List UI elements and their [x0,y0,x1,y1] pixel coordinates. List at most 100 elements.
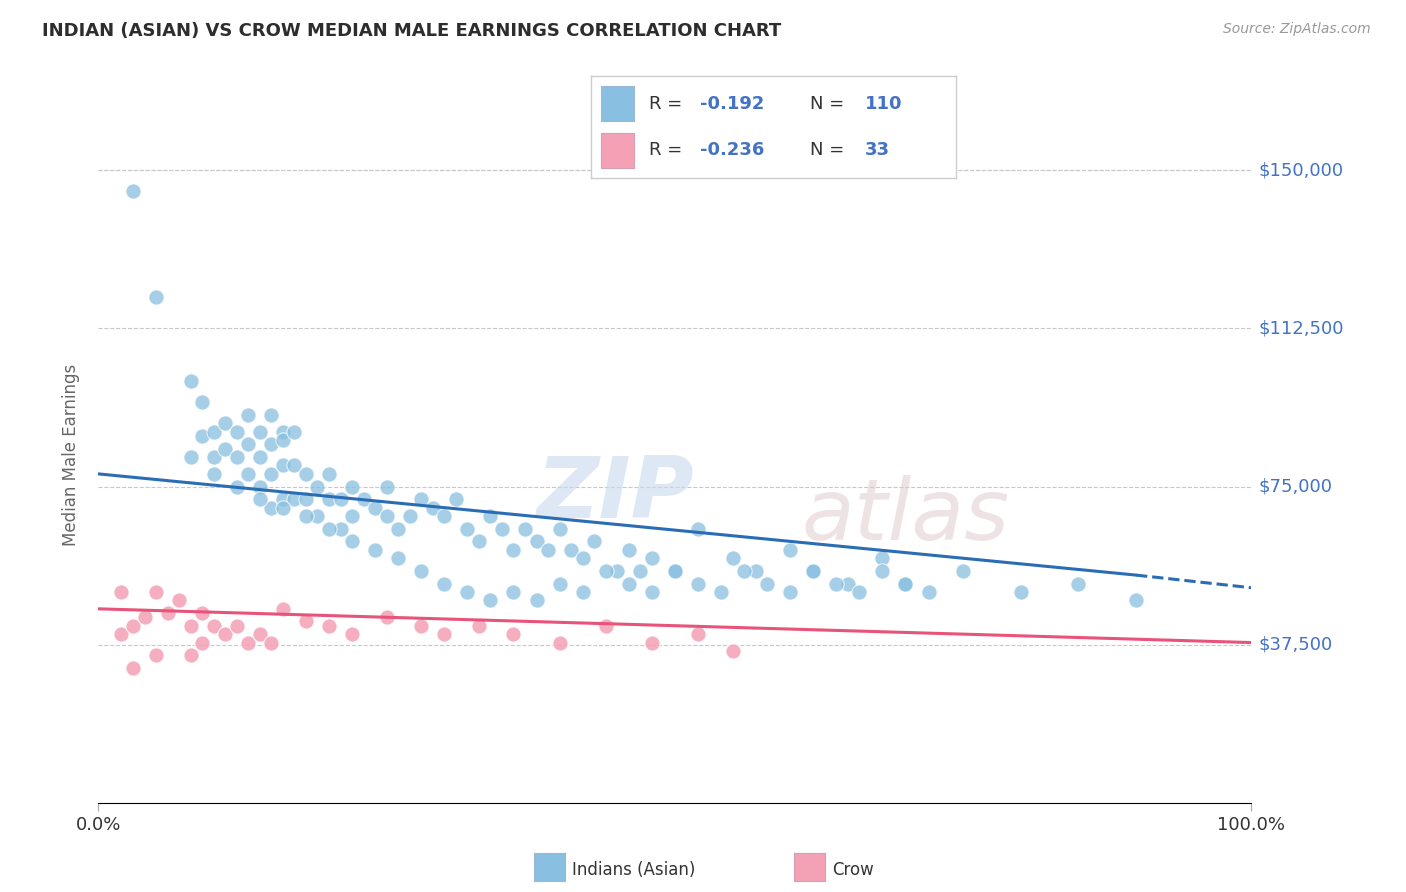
Point [375,610,398,624]
Point [387,551,409,566]
Point [433,627,456,641]
Point [134,610,156,624]
Point [571,551,593,566]
Point [411,618,433,632]
Point [686,522,709,536]
Point [375,509,398,524]
Point [318,522,340,536]
Point [295,492,318,507]
Point [583,534,606,549]
Point [848,585,870,599]
Point [894,576,917,591]
Point [479,593,502,607]
Point [641,551,664,566]
Point [422,500,444,515]
Point [617,542,640,557]
Point [398,509,420,524]
Point [872,551,894,566]
Point [260,437,283,451]
Point [502,542,524,557]
Point [307,509,329,524]
Point [318,618,340,632]
Point [502,585,524,599]
Text: -0.236: -0.236 [700,141,765,159]
Point [180,374,202,388]
Point [225,479,247,493]
Point [191,395,214,409]
Point [491,522,513,536]
Point [387,522,409,536]
Y-axis label: Median Male Earnings: Median Male Earnings [62,364,80,546]
Point [238,408,260,422]
Point [202,467,225,481]
Point [122,661,145,675]
Point [238,635,260,649]
Point [214,442,236,456]
Point [595,618,617,632]
Point [710,585,733,599]
Point [617,576,640,591]
Point [110,627,132,641]
Point [894,576,917,591]
Point [329,492,352,507]
Point [364,500,387,515]
Point [801,564,824,578]
Point [641,635,664,649]
Point [456,522,478,536]
Point [686,576,709,591]
FancyBboxPatch shape [602,87,634,121]
Point [433,576,456,591]
Point [733,564,755,578]
Point [271,492,294,507]
Point [526,534,548,549]
Point [238,437,260,451]
Point [202,450,225,464]
Text: $75,000: $75,000 [1258,477,1333,496]
Point [537,542,560,557]
Point [191,606,214,620]
Point [110,585,132,599]
Point [271,602,294,616]
Point [214,417,236,431]
Point [340,479,363,493]
Point [479,509,502,524]
Text: N =: N = [810,141,849,159]
Point [721,551,744,566]
Point [260,635,283,649]
Point [779,542,801,557]
Point [468,534,491,549]
Point [283,425,305,439]
Point [260,467,283,481]
Point [364,542,387,557]
Point [825,576,848,591]
Point [744,564,766,578]
Point [779,585,801,599]
Point [628,564,651,578]
Point [641,585,664,599]
Point [225,425,247,439]
Point [375,479,398,493]
Point [122,185,145,199]
Point [145,585,167,599]
Point [1125,593,1147,607]
Point [180,618,202,632]
Text: Indians (Asian): Indians (Asian) [572,861,696,879]
Point [180,648,202,663]
Point [721,644,744,658]
Point [225,618,247,632]
Point [595,564,617,578]
Point [295,509,318,524]
Point [214,627,236,641]
Point [606,564,628,578]
Text: R =: R = [650,141,688,159]
Point [801,564,824,578]
Point [756,576,779,591]
Point [271,458,294,473]
Point [917,585,939,599]
Point [271,500,294,515]
Point [526,593,548,607]
Point [238,467,260,481]
Point [295,615,318,629]
Point [260,500,283,515]
Point [249,450,271,464]
